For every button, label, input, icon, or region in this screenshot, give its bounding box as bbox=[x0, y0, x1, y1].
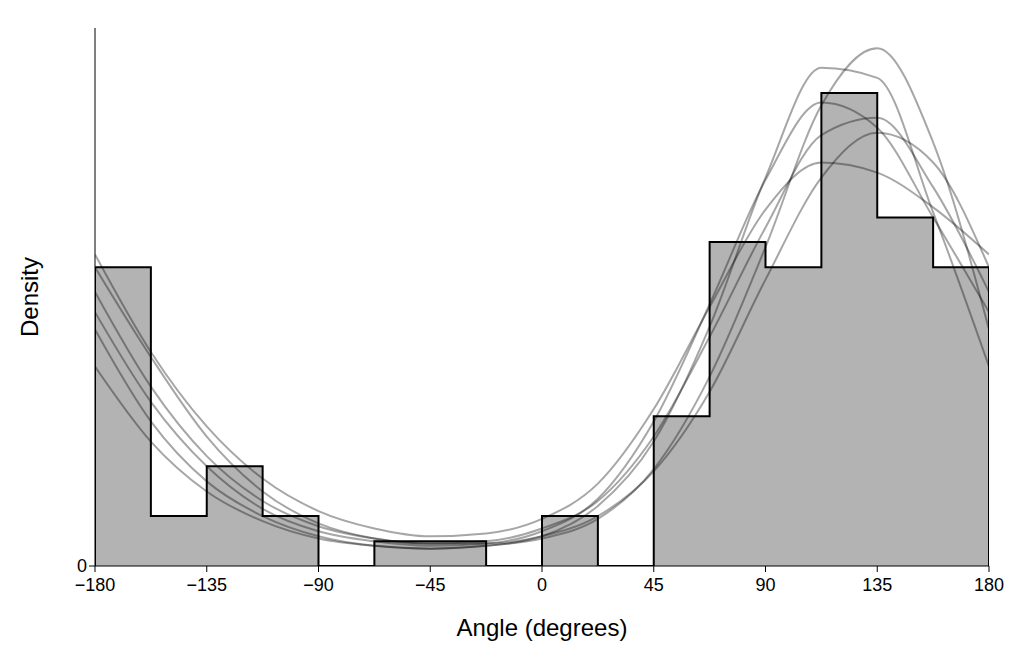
svg-text:0: 0 bbox=[77, 556, 87, 576]
svg-text:Angle (degrees): Angle (degrees) bbox=[457, 614, 628, 641]
svg-text:−180: −180 bbox=[75, 575, 116, 595]
svg-text:0: 0 bbox=[537, 575, 547, 595]
svg-text:−45: −45 bbox=[415, 575, 446, 595]
svg-text:Density: Density bbox=[16, 257, 43, 337]
svg-text:−90: −90 bbox=[303, 575, 334, 595]
svg-text:45: 45 bbox=[644, 575, 664, 595]
svg-text:135: 135 bbox=[862, 575, 892, 595]
svg-text:90: 90 bbox=[755, 575, 775, 595]
svg-text:180: 180 bbox=[974, 575, 1004, 595]
svg-text:−135: −135 bbox=[186, 575, 227, 595]
